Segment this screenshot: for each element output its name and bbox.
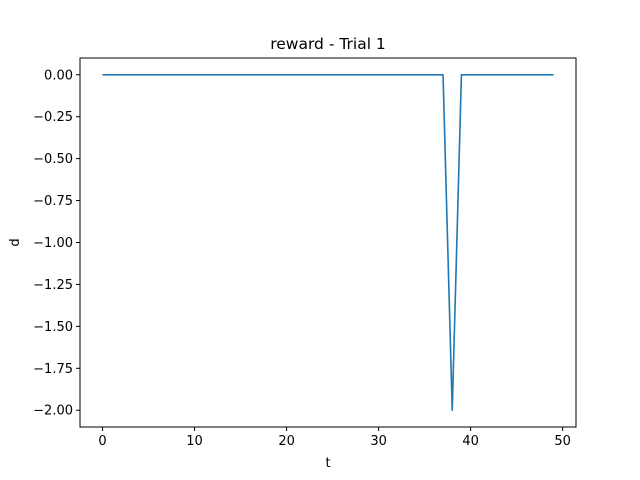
plot-area [102,73,554,412]
y-tick-label: −0.25 [33,110,73,125]
y-axis-label: d [8,238,23,246]
y-tick-label: −0.75 [33,194,73,209]
y-tick-label: −1.00 [33,236,73,251]
axes-frame [79,57,577,428]
x-tick-label: 30 [370,434,387,449]
x-tick-label: 20 [278,434,295,449]
y-tick-label: −1.50 [33,320,73,335]
y-tick-label: −2.00 [33,404,73,419]
reward-series-line [102,73,554,412]
y-tick-label: 0.00 [44,68,73,83]
x-tick-label: 50 [554,434,571,449]
ticks: 0 10 20 30 40 50 0.00 −0.25 −0.50 −0.75 −1.00 −1.25… [33,68,571,449]
y-tick-label: −1.25 [33,278,73,293]
x-tick-label: 0 [98,434,106,449]
chart-title: reward - Trial 1 [270,35,386,53]
y-tick-label: −0.50 [33,152,73,167]
y-tick-label: −1.75 [33,362,73,377]
x-tick-label: 40 [462,434,479,449]
x-tick-label: 10 [186,434,203,449]
x-axis-label: t [325,456,330,471]
